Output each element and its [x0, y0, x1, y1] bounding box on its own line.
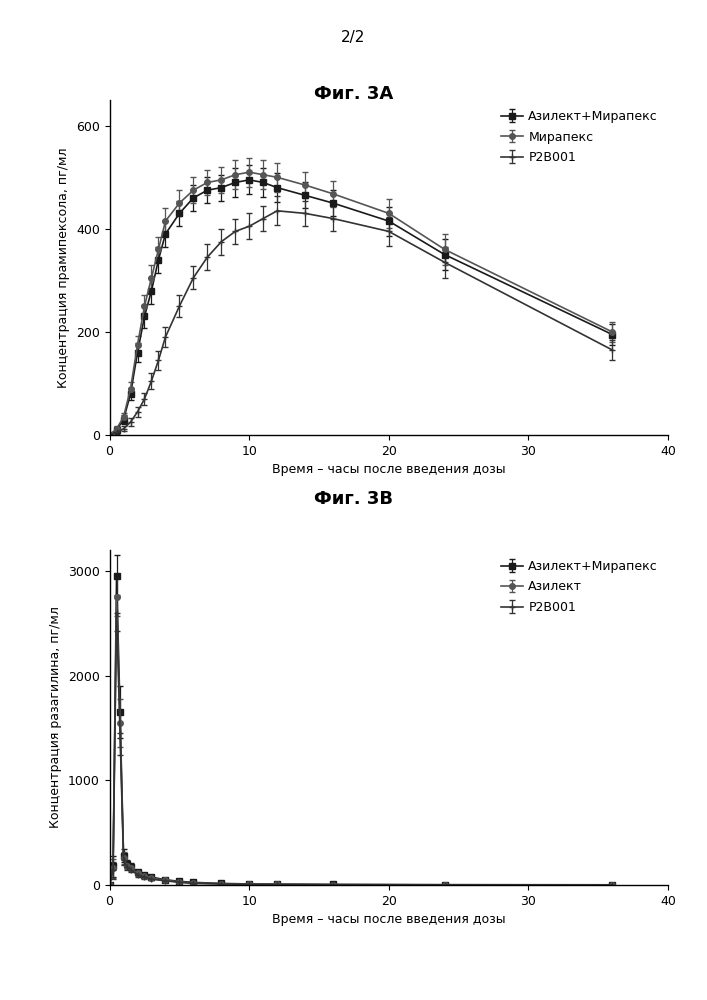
Text: Фиг. 3В: Фиг. 3В: [314, 490, 393, 508]
Y-axis label: Концентрация прамипексола, пг/мл: Концентрация прамипексола, пг/мл: [57, 147, 71, 388]
Legend: Азилект+Мирапекс, Азилект, P2B001: Азилект+Мирапекс, Азилект, P2B001: [497, 556, 662, 618]
X-axis label: Время – часы после введения дозы: Время – часы после введения дозы: [272, 463, 506, 476]
Legend: Азилект+Мирапекс, Мирапекс, P2B001: Азилект+Мирапекс, Мирапекс, P2B001: [497, 106, 662, 168]
X-axis label: Время – часы после введения дозы: Время – часы после введения дозы: [272, 913, 506, 926]
Text: Фиг. 3А: Фиг. 3А: [314, 85, 393, 103]
Text: 2/2: 2/2: [341, 30, 366, 45]
Y-axis label: Концентрация разагилина, пг/мл: Концентрация разагилина, пг/мл: [49, 607, 62, 828]
